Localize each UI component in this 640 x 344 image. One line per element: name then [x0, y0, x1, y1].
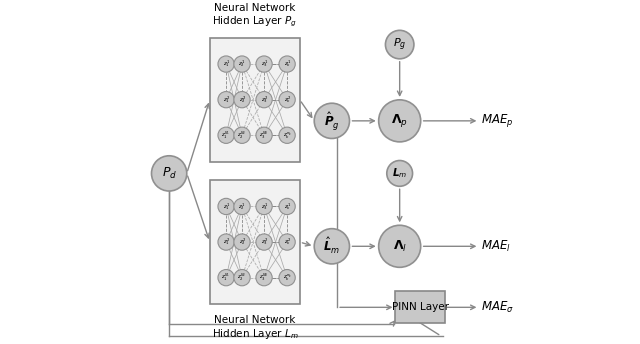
Circle shape	[218, 56, 234, 72]
Text: Neural Network
Hidden Layer $L_m$: Neural Network Hidden Layer $L_m$	[212, 315, 298, 341]
Circle shape	[218, 198, 234, 215]
Text: $MAE_p$: $MAE_p$	[481, 112, 513, 129]
Circle shape	[256, 234, 272, 250]
Text: $z_2^1$: $z_2^1$	[239, 59, 246, 69]
Text: $z_3^2$: $z_3^2$	[260, 237, 268, 247]
Text: $z_3^{N_3}$: $z_3^{N_3}$	[259, 130, 269, 141]
Text: $z_3^{N_3}$: $z_3^{N_3}$	[259, 272, 269, 283]
Text: $z_1^1$: $z_1^1$	[223, 201, 230, 212]
Text: $\boldsymbol{P_g}$: $\boldsymbol{P_g}$	[393, 36, 406, 53]
Text: $\hat{\boldsymbol{L}}_m$: $\hat{\boldsymbol{L}}_m$	[323, 236, 340, 256]
Text: Neural Network
Hidden Layer $P_g$: Neural Network Hidden Layer $P_g$	[212, 3, 298, 29]
Text: PINN Layer: PINN Layer	[392, 302, 449, 312]
Circle shape	[279, 198, 295, 215]
Circle shape	[218, 92, 234, 108]
Text: $z_1^1$: $z_1^1$	[223, 59, 230, 69]
Circle shape	[256, 127, 272, 143]
Text: $\boldsymbol{\Lambda}_l$: $\boldsymbol{\Lambda}_l$	[392, 239, 407, 254]
Circle shape	[387, 161, 413, 186]
Bar	[396, 291, 445, 323]
Text: $z_2^2$: $z_2^2$	[239, 237, 246, 247]
Bar	[210, 180, 300, 304]
Text: $\boldsymbol{\Lambda}_p$: $\boldsymbol{\Lambda}_p$	[391, 112, 408, 129]
Text: $MAE_l$: $MAE_l$	[481, 239, 511, 254]
Circle shape	[379, 225, 420, 267]
Circle shape	[218, 127, 234, 143]
Text: $z_3^1$: $z_3^1$	[260, 59, 268, 69]
Text: $z_1^2$: $z_1^2$	[223, 237, 230, 247]
Circle shape	[279, 234, 295, 250]
Bar	[210, 38, 300, 162]
Text: $z_2^{N_2}$: $z_2^{N_2}$	[237, 272, 246, 283]
Text: $z_3^2$: $z_3^2$	[260, 94, 268, 105]
Text: $z_1^{N_1}$: $z_1^{N_1}$	[221, 130, 230, 141]
Circle shape	[256, 92, 272, 108]
Text: $z_k^{n_k}$: $z_k^{n_k}$	[283, 272, 292, 283]
Circle shape	[256, 56, 272, 72]
Circle shape	[279, 269, 295, 286]
Circle shape	[152, 156, 187, 191]
Circle shape	[234, 234, 250, 250]
Text: $z_2^2$: $z_2^2$	[239, 94, 246, 105]
Circle shape	[379, 100, 420, 142]
Circle shape	[234, 56, 250, 72]
Text: $z_k^1$: $z_k^1$	[284, 59, 291, 69]
Circle shape	[279, 56, 295, 72]
Text: $z_2^{N_2}$: $z_2^{N_2}$	[237, 130, 246, 141]
Circle shape	[256, 269, 272, 286]
Text: $z_k^2$: $z_k^2$	[284, 94, 291, 105]
Circle shape	[314, 229, 349, 264]
Circle shape	[279, 92, 295, 108]
Text: $z_1^2$: $z_1^2$	[223, 94, 230, 105]
Text: $z_2^1$: $z_2^1$	[239, 201, 246, 212]
Circle shape	[234, 198, 250, 215]
Text: $z_k^2$: $z_k^2$	[284, 237, 291, 247]
Circle shape	[385, 30, 414, 59]
Circle shape	[234, 92, 250, 108]
Text: $\boldsymbol{L}_m$: $\boldsymbol{L}_m$	[392, 166, 407, 180]
Text: $MAE_\sigma$: $MAE_\sigma$	[481, 300, 514, 315]
Circle shape	[218, 269, 234, 286]
Circle shape	[314, 103, 349, 139]
Circle shape	[234, 269, 250, 286]
Circle shape	[218, 234, 234, 250]
Circle shape	[234, 127, 250, 143]
Circle shape	[279, 127, 295, 143]
Circle shape	[256, 198, 272, 215]
Text: $\hat{\boldsymbol{P}}_g$: $\hat{\boldsymbol{P}}_g$	[324, 110, 340, 132]
Text: $z_1^{N_1}$: $z_1^{N_1}$	[221, 272, 230, 283]
Text: $z_3^1$: $z_3^1$	[260, 201, 268, 212]
Text: $\boldsymbol{P_d}$: $\boldsymbol{P_d}$	[161, 166, 177, 181]
Text: $z_k^{n_k}$: $z_k^{n_k}$	[283, 130, 292, 141]
Text: $z_k^1$: $z_k^1$	[284, 201, 291, 212]
